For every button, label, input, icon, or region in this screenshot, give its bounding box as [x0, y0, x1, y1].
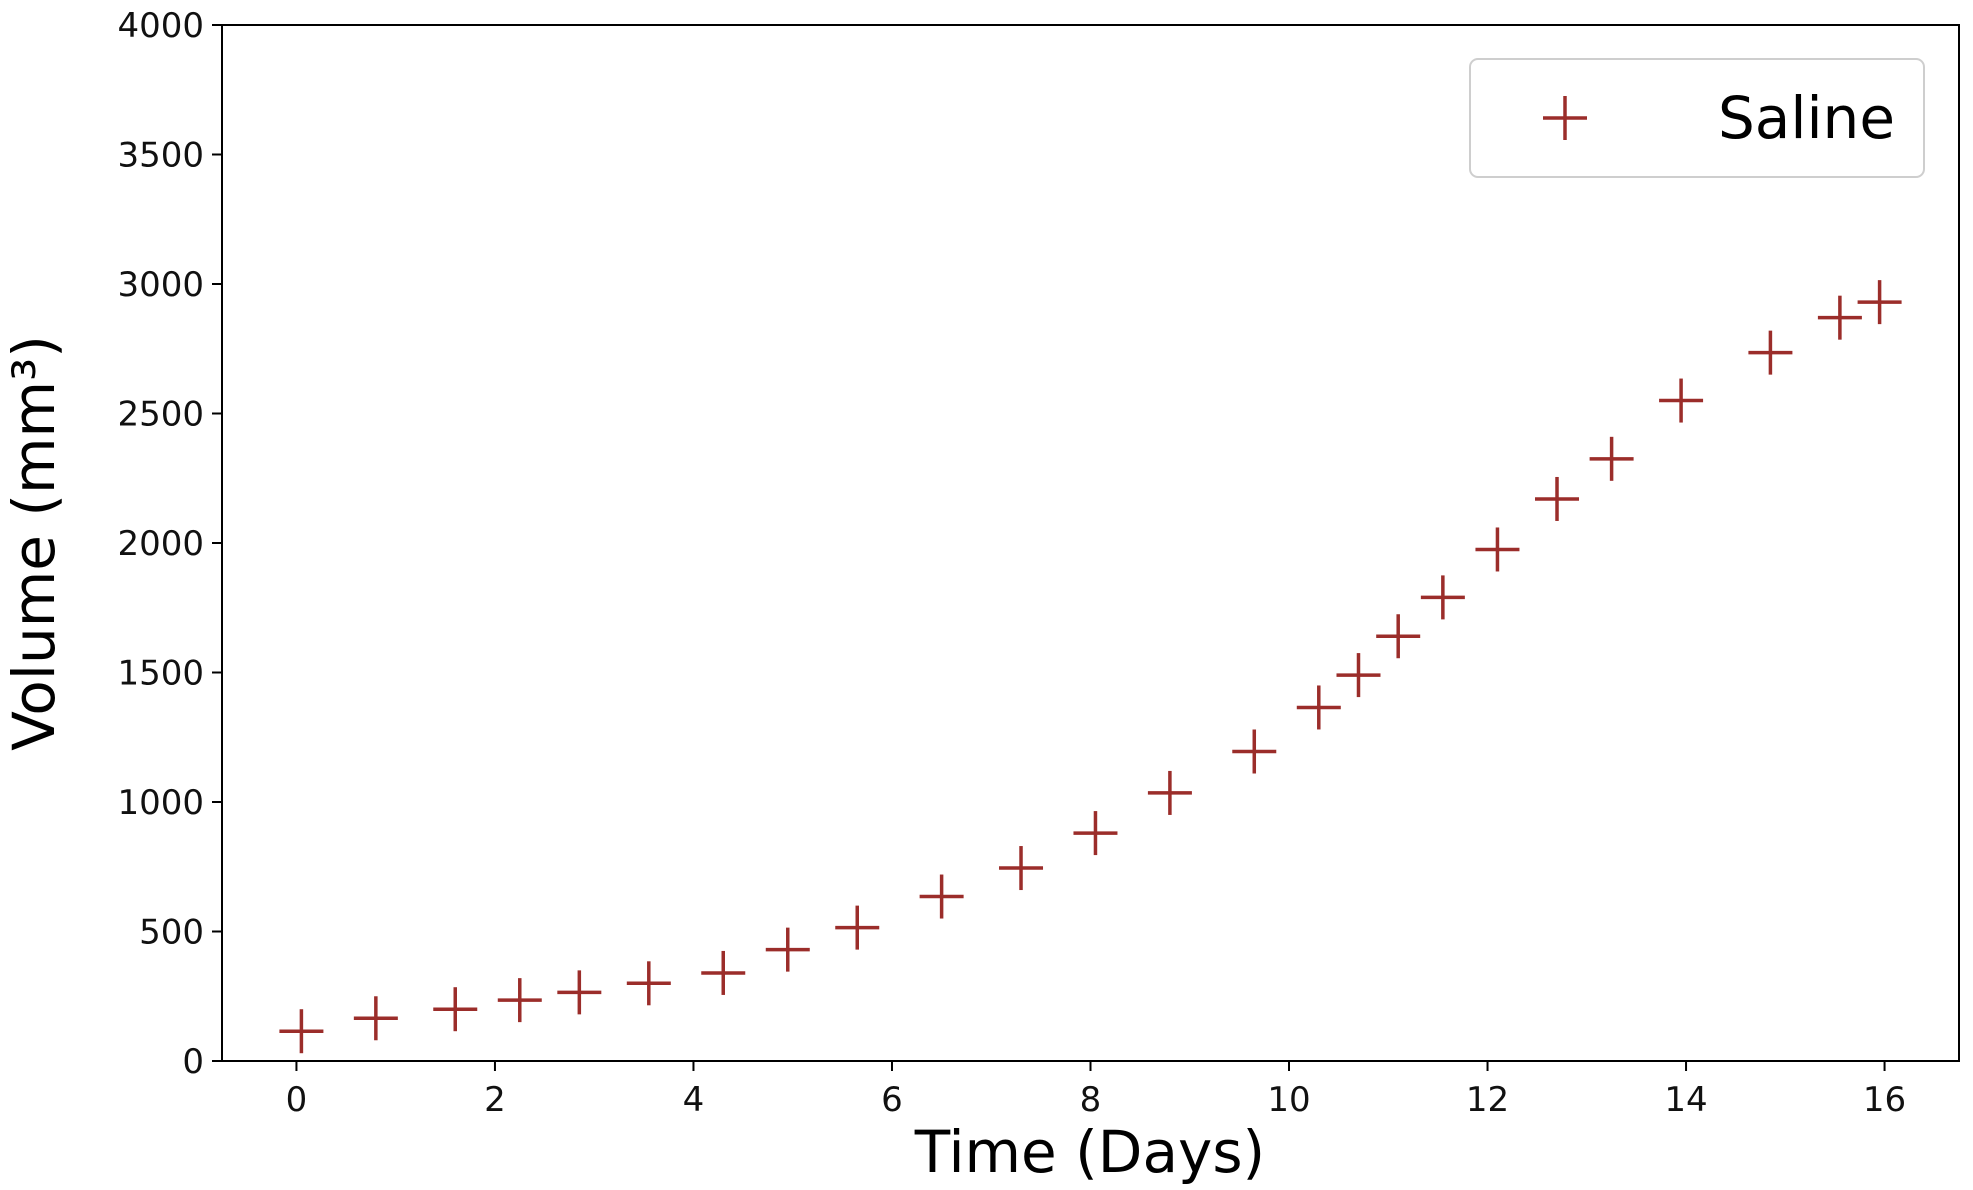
legend-entry-label: Saline	[1718, 84, 1895, 152]
y-tick-label: 3500	[117, 136, 204, 176]
y-axis-ticks: 0 500 1000 1500 2000 2500 3000 3500 4000	[117, 6, 222, 1082]
data-point	[1817, 295, 1862, 340]
data-point	[1857, 280, 1902, 325]
x-tick-label: 12	[1466, 1080, 1509, 1120]
data-point	[1073, 811, 1118, 856]
y-tick-label: 500	[139, 913, 204, 953]
legend-marker-plus-icon	[1543, 96, 1587, 140]
data-point	[999, 846, 1044, 891]
data-point	[919, 874, 964, 919]
data-point	[835, 905, 880, 950]
y-tick-label: 2000	[117, 524, 204, 564]
x-axis-ticks: 0 2 4 6 8 10 12 14 16	[286, 1061, 1906, 1120]
x-axis-label: Time (Days)	[914, 1118, 1265, 1186]
data-point	[279, 1009, 324, 1054]
data-point	[1296, 685, 1341, 730]
data-point	[1336, 653, 1381, 698]
x-tick-label: 2	[484, 1080, 506, 1120]
x-tick-label: 16	[1863, 1080, 1906, 1120]
data-point	[1420, 575, 1465, 620]
y-tick-label: 2500	[117, 395, 204, 435]
data-point	[1376, 614, 1421, 659]
legend-box	[1469, 58, 1925, 178]
data-point	[1589, 436, 1634, 481]
y-tick-label: 4000	[117, 6, 204, 46]
x-tick-label: 0	[286, 1080, 308, 1120]
data-point	[1535, 476, 1580, 521]
y-tick-label: 0	[182, 1042, 204, 1082]
data-point	[626, 961, 671, 1006]
y-tick-label: 1000	[117, 783, 204, 823]
y-tick-label: 3000	[117, 265, 204, 305]
legend: Saline	[1469, 58, 1925, 178]
data-points	[279, 280, 1902, 1054]
data-point	[557, 970, 602, 1015]
data-point	[433, 987, 478, 1032]
plot-background	[222, 25, 1959, 1061]
data-point	[1147, 770, 1192, 815]
data-point	[353, 996, 398, 1041]
x-tick-label: 10	[1267, 1080, 1310, 1120]
plot-frame	[221, 24, 1960, 1062]
x-tick-label: 8	[1080, 1080, 1102, 1120]
data-point	[701, 950, 746, 995]
data-point	[765, 927, 810, 972]
data-point	[497, 978, 542, 1023]
y-axis-label: Volume (mm³)	[0, 335, 68, 751]
x-tick-label: 14	[1664, 1080, 1707, 1120]
data-point	[1748, 330, 1793, 375]
data-point	[1232, 729, 1277, 774]
x-tick-label: 6	[881, 1080, 903, 1120]
data-point	[1475, 527, 1520, 572]
x-tick-label: 4	[683, 1080, 705, 1120]
y-tick-label: 1500	[117, 654, 204, 694]
data-point	[1659, 378, 1704, 423]
